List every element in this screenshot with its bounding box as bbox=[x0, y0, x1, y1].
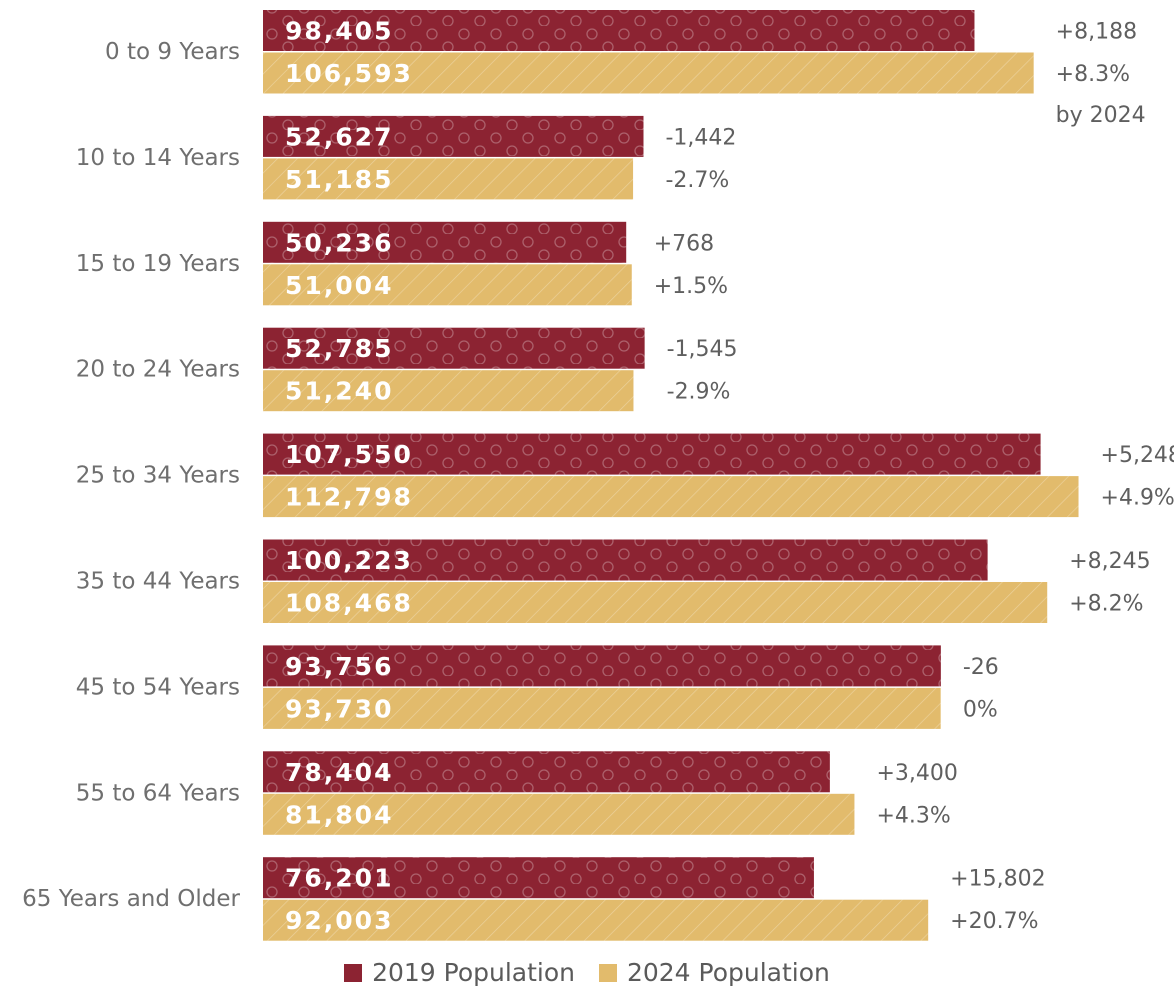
bar-2024-25-to-34-years bbox=[263, 476, 1079, 518]
category-label-45-to-54-years: 45 to 54 Years bbox=[76, 674, 240, 700]
bar-2024-10-to-14-years bbox=[263, 158, 634, 200]
bar-value-label: 108,468 bbox=[285, 589, 413, 618]
category-label-55-to-64-years: 55 to 64 Years bbox=[76, 780, 240, 806]
change-percent-label: +4.3% bbox=[876, 803, 950, 828]
bar-value-label: 93,730 bbox=[285, 694, 393, 723]
bar-value-label: 51,004 bbox=[285, 271, 393, 300]
bar-value-label: 78,404 bbox=[285, 758, 393, 787]
change-count-label: +3,400 bbox=[876, 761, 957, 786]
change-percent-label: +20.7% bbox=[950, 909, 1038, 934]
bar-value-label: 92,003 bbox=[285, 906, 393, 935]
bar-value-label: 98,405 bbox=[285, 17, 393, 46]
change-note-label: by 2024 bbox=[1056, 103, 1146, 128]
bar-2019-0-to-9-years bbox=[263, 10, 975, 51]
category-label-35-to-44-years: 35 to 44 Years bbox=[76, 569, 240, 595]
change-count-label: -1,545 bbox=[667, 337, 738, 362]
bar-2019-15-to-19-years bbox=[263, 221, 627, 263]
bar-value-label: 93,756 bbox=[285, 652, 393, 681]
population-bar-chart: 0 to 9 Years 98,405 106,593 +8,188 +8.3% by 2… bbox=[22, 10, 1174, 941]
legend-label-2024: 2024 Population bbox=[626, 958, 830, 987]
bar-2019-35-to-44-years bbox=[263, 539, 988, 581]
bar-value-label: 100,223 bbox=[285, 546, 413, 575]
legend-label-2019: 2019 Population bbox=[372, 958, 576, 987]
bar-value-label: 107,550 bbox=[285, 440, 413, 469]
bar-2024-65-years-and-older bbox=[263, 899, 929, 941]
change-percent-label: -2.7% bbox=[665, 168, 729, 193]
bar-value-label: 52,785 bbox=[285, 334, 393, 363]
change-percent-label: +8.3% bbox=[1056, 62, 1130, 87]
category-label-15-to-19-years: 15 to 19 Years bbox=[76, 251, 240, 277]
bar-2019-45-to-54-years bbox=[263, 645, 941, 687]
bar-value-label: 106,593 bbox=[285, 59, 413, 88]
bar-2024-35-to-44-years bbox=[263, 582, 1048, 623]
bar-2024-0-to-9-years bbox=[263, 52, 1034, 94]
change-count-label: -26 bbox=[963, 655, 999, 680]
change-count-label: +768 bbox=[654, 231, 714, 256]
bar-value-label: 50,236 bbox=[285, 228, 393, 257]
change-count-label: +8,245 bbox=[1069, 549, 1150, 574]
bar-2024-45-to-54-years bbox=[263, 687, 941, 729]
category-label-25-to-34-years: 25 to 34 Years bbox=[76, 463, 240, 489]
bar-value-label: 81,804 bbox=[285, 800, 393, 829]
bar-2019-65-years-and-older bbox=[263, 857, 814, 899]
category-label-65-years-and-older: 65 Years and Older bbox=[22, 886, 240, 912]
legend-swatch-2019 bbox=[344, 964, 363, 982]
change-percent-label: +1.5% bbox=[654, 274, 728, 299]
change-count-label: +5,248 bbox=[1101, 443, 1174, 468]
category-label-10-to-14-years: 10 to 14 Years bbox=[76, 145, 240, 171]
change-count-label: +15,802 bbox=[950, 867, 1045, 892]
bar-2024-55-to-64-years bbox=[263, 793, 855, 835]
bar-value-label: 52,627 bbox=[285, 122, 393, 151]
bar-value-label: 51,240 bbox=[285, 377, 393, 406]
legend-swatch-2024 bbox=[598, 964, 617, 982]
bar-2019-25-to-34-years bbox=[263, 433, 1041, 475]
bar-2019-20-to-24-years bbox=[263, 327, 645, 369]
category-label-20-to-24-years: 20 to 24 Years bbox=[76, 357, 240, 383]
category-label-0-to-9-years: 0 to 9 Years bbox=[105, 39, 240, 65]
change-percent-label: +4.9% bbox=[1101, 486, 1174, 511]
bar-2019-10-to-14-years bbox=[263, 115, 644, 157]
change-count-label: -1,442 bbox=[665, 125, 736, 150]
chart-legend: 2019 Population 2024 Population bbox=[0, 958, 1174, 987]
change-count-label: +8,188 bbox=[1056, 20, 1137, 45]
legend-item-2019: 2019 Population bbox=[344, 958, 575, 987]
bar-2019-55-to-64-years bbox=[263, 751, 830, 793]
bar-value-label: 51,185 bbox=[285, 165, 393, 194]
bar-2024-20-to-24-years bbox=[263, 370, 634, 412]
bar-2024-15-to-19-years bbox=[263, 264, 632, 306]
change-percent-label: +8.2% bbox=[1069, 592, 1143, 617]
change-percent-label: 0% bbox=[963, 697, 998, 722]
change-percent-label: -2.9% bbox=[667, 380, 731, 405]
bar-value-label: 76,201 bbox=[285, 864, 393, 893]
legend-item-2024: 2024 Population bbox=[598, 958, 830, 987]
bar-value-label: 112,798 bbox=[285, 483, 413, 512]
